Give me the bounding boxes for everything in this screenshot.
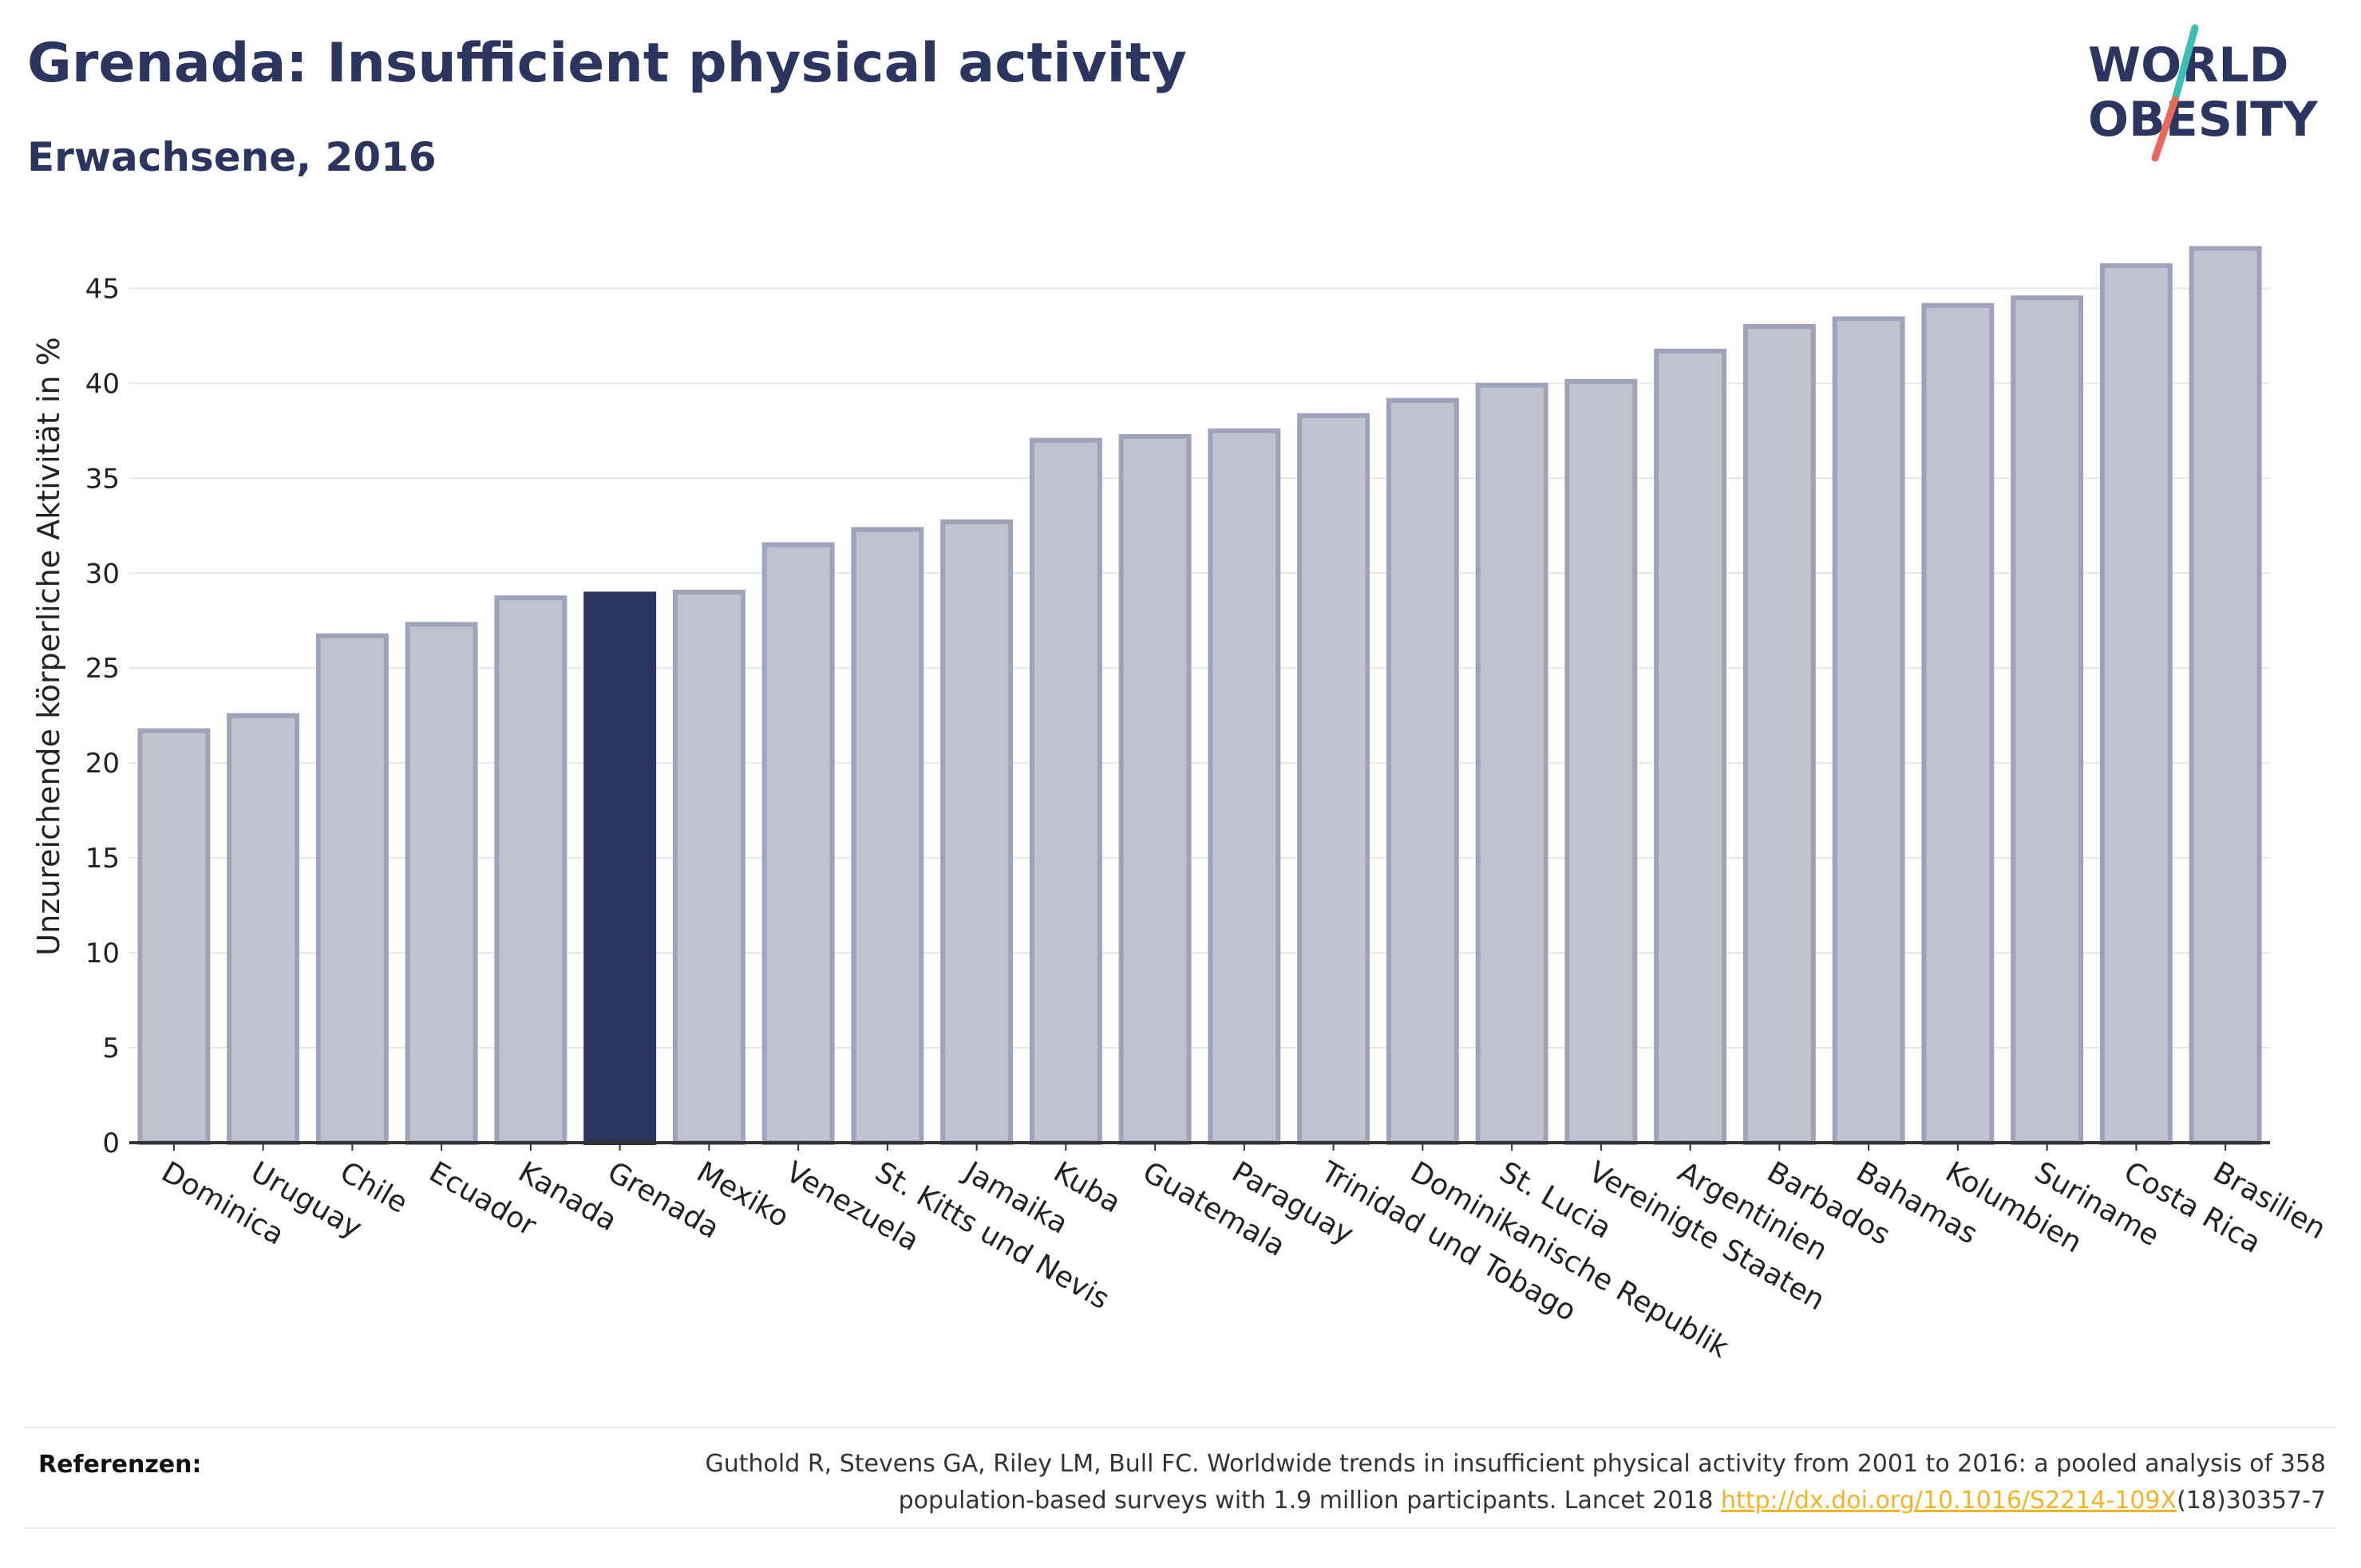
bar-mexiko	[672, 590, 745, 1145]
bar-brasilien	[2189, 246, 2262, 1146]
bar-uruguay	[227, 713, 300, 1145]
bar-barbados	[1742, 323, 1816, 1146]
bar-costa-rica	[2099, 263, 2173, 1146]
bar-venezuela	[761, 542, 835, 1145]
y-tick-label: 20	[85, 748, 120, 780]
grid-lines	[129, 287, 2270, 1049]
y-tick-label: 40	[85, 368, 120, 400]
bar-kuba	[1029, 437, 1102, 1145]
references-text: Guthold R, Stevens GA, Riley LM, Bull FC…	[570, 1446, 2326, 1519]
bar-dominikanische-republik	[1386, 397, 1459, 1145]
bar-vereinigte-staaten	[1564, 378, 1638, 1145]
references-divider-top	[24, 1427, 2337, 1428]
bar-ecuador	[405, 622, 478, 1145]
bar-st-lucia	[1475, 382, 1548, 1145]
chart-subtitle: Erwachsene, 2016	[27, 134, 437, 180]
logo-slash-top	[2171, 24, 2199, 104]
doi-link[interactable]: http://dx.doi.org/10.1016/S2214-109X	[1721, 1487, 2177, 1515]
bar-kanada	[494, 595, 568, 1145]
bar-chile	[315, 633, 389, 1145]
bar-guatemala	[1118, 433, 1192, 1145]
references-label: Referenzen:	[38, 1451, 202, 1479]
reference-line-1: Guthold R, Stevens GA, Riley LM, Bull FC…	[705, 1450, 2326, 1478]
world-obesity-logo: WORLD OBESITY	[2088, 24, 2319, 162]
reference-line-2-end: (18)30357-7	[2177, 1487, 2326, 1515]
bar-st-kitts-und-nevis	[851, 527, 924, 1145]
y-tick-label: 35	[85, 463, 120, 495]
bar-kolumbien	[1921, 302, 1995, 1146]
bar-suriname	[2011, 295, 2084, 1145]
y-axis-label: Unzureichende körperliche Aktivität in %	[31, 337, 66, 955]
y-tick-label: 5	[102, 1033, 120, 1064]
bar-dominica	[137, 728, 211, 1145]
bars	[137, 246, 2262, 1146]
y-tick-label: 10	[85, 938, 120, 970]
bar-trinidad-und-tobago	[1297, 413, 1370, 1145]
y-tick-label: 45	[85, 273, 120, 305]
y-tick-label: 15	[85, 843, 120, 875]
bar-paraguay	[1208, 428, 1281, 1145]
bar-bahamas	[1832, 316, 1905, 1146]
y-tick-label: 25	[85, 653, 120, 685]
y-tick-label: 30	[85, 558, 120, 590]
y-tick-label: 0	[102, 1128, 120, 1159]
reference-line-2: population-based surveys with 1.9 millio…	[898, 1487, 1722, 1515]
bar-argentinien	[1654, 348, 1727, 1145]
y-axis-ticks: 0 5 10 15 20 25 30 35 40 45	[85, 273, 120, 1159]
chart-title: Grenada: Insufficient physical activity	[27, 32, 1187, 95]
references-divider-bottom	[24, 1527, 2337, 1529]
bar-grenada	[583, 591, 657, 1145]
logo-text-obesity: OBESITY	[2088, 92, 2319, 148]
bar-jamaika	[940, 519, 1014, 1145]
logo-slash-bottom	[2151, 96, 2179, 162]
